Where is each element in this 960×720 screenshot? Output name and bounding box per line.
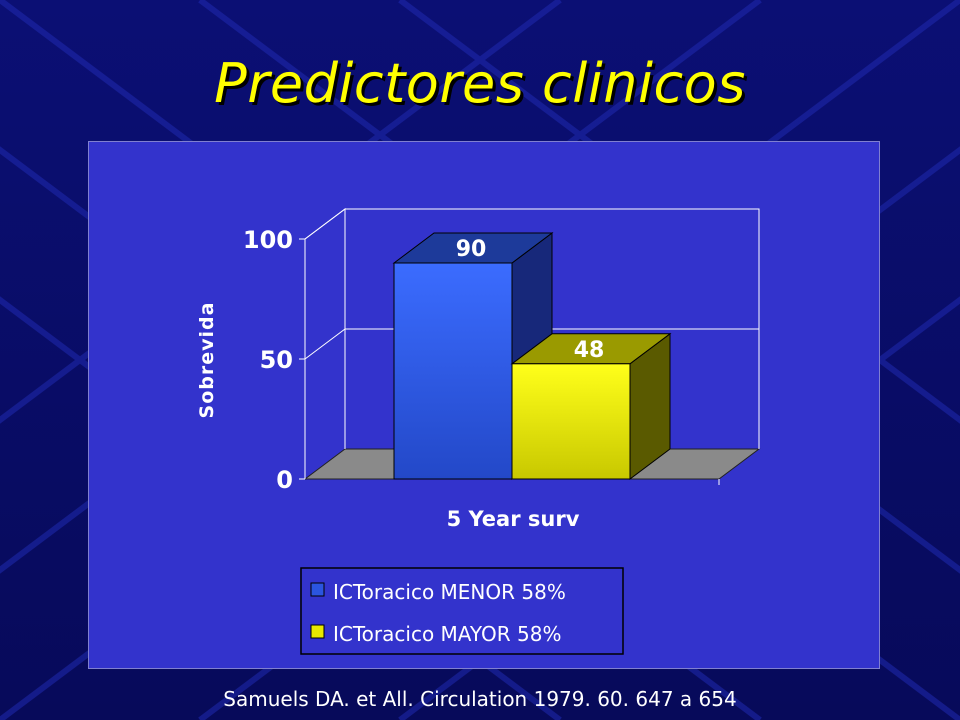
bar-menor — [392, 232, 554, 480]
legend-label-mayor: ICToracico MAYOR 58% — [333, 622, 562, 646]
bar-chart: 0 50 100 90 48 Sobrevida 5 Year surv ICTora… — [196, 208, 761, 655]
bar-mayor — [510, 332, 672, 480]
side-wall-edge — [304, 208, 346, 449]
data-label: 90 — [456, 237, 487, 262]
y-tick-label: 50 — [260, 346, 293, 374]
gridlines — [304, 208, 759, 360]
bar-front — [511, 363, 631, 480]
legend: ICToracico MENOR 58% ICToracico MAYOR 58… — [300, 567, 624, 655]
legend-swatch-menor — [310, 582, 325, 597]
data-labels: 90 48 — [456, 237, 605, 363]
y-axis-label: Sobrevida — [196, 302, 218, 419]
bar-front — [393, 262, 513, 480]
bars — [392, 232, 672, 480]
legend-box — [300, 567, 624, 655]
x-axis-label: 5 Year surv — [447, 507, 580, 531]
y-tick-label: 100 — [243, 226, 293, 254]
gridline — [304, 208, 759, 240]
gridline — [304, 328, 759, 360]
slide-title: Predictores clinicos — [214, 52, 746, 115]
y-axis: 0 50 100 — [243, 226, 720, 494]
data-label: 48 — [574, 338, 605, 363]
citation: Samuels DA. et All. Circulation 1979. 60… — [223, 687, 737, 711]
chart-panel: 0 50 100 90 48 Sobrevida 5 Year surv ICTora… — [88, 141, 880, 669]
legend-label-menor: ICToracico MENOR 58% — [333, 580, 566, 604]
legend-swatch-mayor — [310, 624, 325, 639]
y-tick-label: 0 — [276, 466, 293, 494]
